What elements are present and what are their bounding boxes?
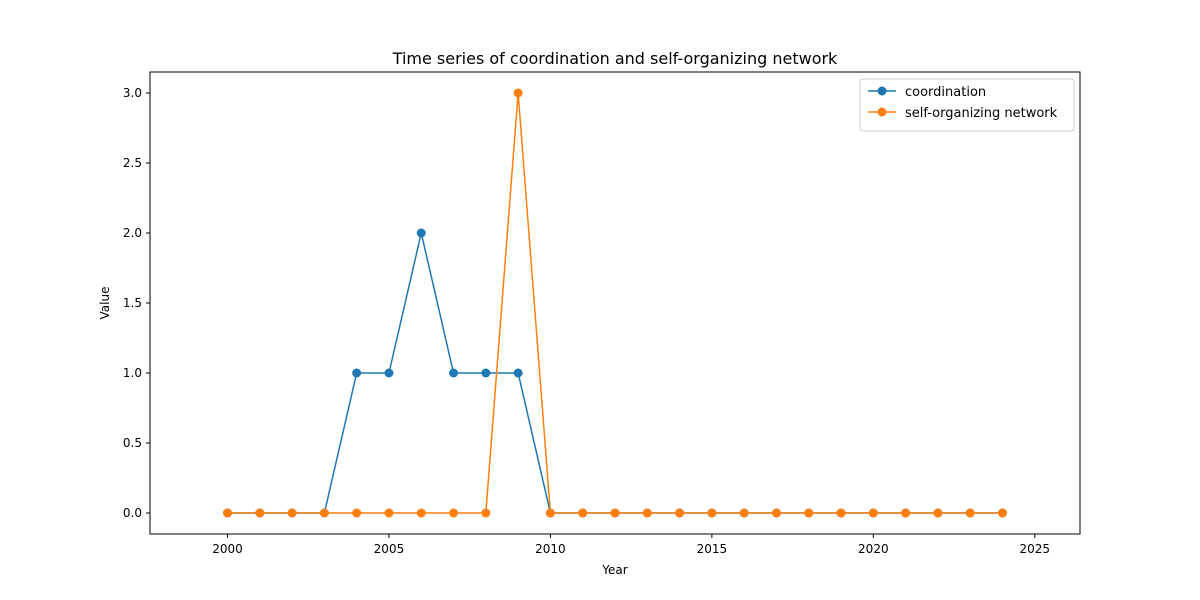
- data-point: [610, 508, 620, 518]
- data-point: [481, 508, 491, 518]
- data-point: [578, 508, 588, 518]
- data-point: [352, 508, 362, 518]
- axes-frame: [149, 71, 1081, 535]
- y-tick-label: 1.0: [123, 366, 142, 380]
- chart-title: Time series of coordination and self-org…: [392, 49, 838, 68]
- y-axis: 0.0 0.5 1.0 1.5 2.0 2.5 3.0: [123, 86, 150, 520]
- data-point: [384, 368, 394, 378]
- legend-label: self-organizing network: [905, 106, 1058, 121]
- series-line-1: [227, 92, 1003, 514]
- plot-area: [223, 88, 1007, 518]
- legend-marker: [877, 107, 887, 117]
- data-point: [545, 508, 555, 518]
- y-tick-label: 2.0: [123, 226, 142, 240]
- data-point: [965, 508, 975, 518]
- y-tick-label: 0.5: [123, 436, 142, 450]
- data-point: [771, 508, 781, 518]
- data-point: [739, 508, 749, 518]
- data-point: [513, 368, 523, 378]
- y-axis-label: Value: [98, 287, 112, 320]
- data-point: [223, 508, 232, 518]
- x-tick-label: 2015: [697, 542, 728, 556]
- data-point: [416, 508, 426, 518]
- data-point: [933, 508, 943, 518]
- data-point: [901, 508, 911, 518]
- data-point: [836, 508, 846, 518]
- data-point: [384, 508, 394, 518]
- series-line-0: [227, 232, 1003, 514]
- y-tick-label: 0.0: [123, 506, 142, 520]
- data-point: [998, 508, 1007, 518]
- data-point: [449, 368, 459, 378]
- data-point: [352, 368, 362, 378]
- data-point: [449, 508, 459, 518]
- y-tick-label: 2.5: [123, 156, 142, 170]
- data-point: [868, 508, 878, 518]
- data-point: [642, 508, 652, 518]
- data-point: [255, 508, 265, 518]
- x-tick-label: 2000: [212, 542, 243, 556]
- x-axis-label: Year: [601, 563, 627, 577]
- legend-box: [859, 78, 1075, 132]
- data-point: [319, 508, 329, 518]
- data-point: [804, 508, 814, 518]
- data-point: [416, 228, 426, 238]
- legend: coordination self-organizing network: [859, 78, 1075, 132]
- data-point: [707, 508, 717, 518]
- y-tick-label: 3.0: [123, 86, 142, 100]
- data-point: [481, 368, 491, 378]
- data-point: [287, 508, 297, 518]
- legend-label: coordination: [905, 85, 986, 100]
- data-point: [675, 508, 685, 518]
- x-tick-label: 2010: [535, 542, 566, 556]
- y-tick-label: 1.5: [123, 296, 142, 310]
- x-tick-label: 2025: [1020, 542, 1051, 556]
- x-tick-label: 2020: [858, 542, 889, 556]
- data-point: [513, 88, 523, 98]
- legend-marker: [877, 86, 887, 96]
- x-axis: 2000 2005 2010 2015 2020 2025: [212, 534, 1050, 556]
- x-tick-label: 2005: [374, 542, 405, 556]
